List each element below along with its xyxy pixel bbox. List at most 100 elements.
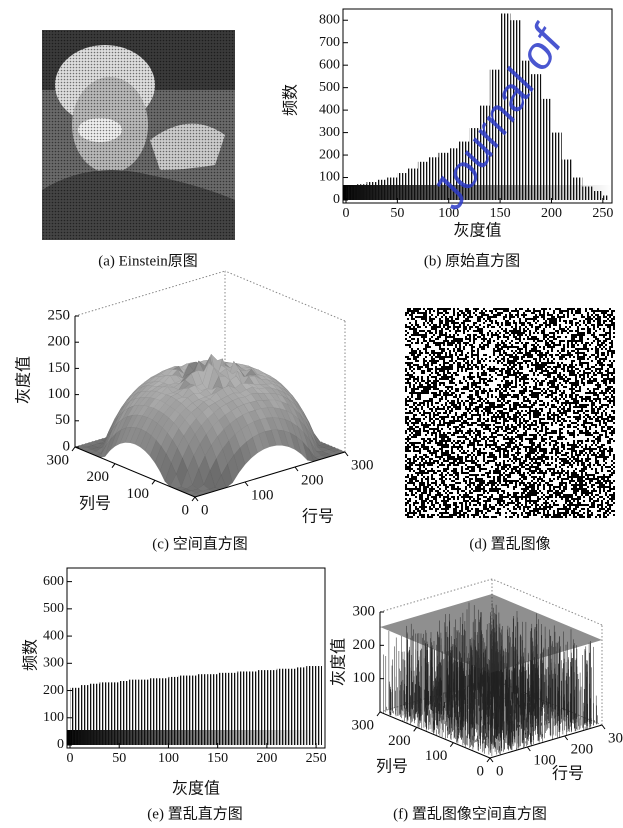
x-tick-label: 0 xyxy=(343,206,350,221)
y-tick-label: 300 xyxy=(43,656,64,671)
row-axis-label: 行号 xyxy=(552,765,584,783)
row-tick xyxy=(564,735,569,741)
plot-frame xyxy=(342,8,613,204)
caption: (e) 置乱直方图 xyxy=(147,805,242,822)
row-tick-label: 300 xyxy=(608,730,623,746)
y-tick-label: 0 xyxy=(333,192,340,207)
y-tick-label: 700 xyxy=(319,35,340,50)
y-tick-label: 800 xyxy=(319,12,340,27)
bar xyxy=(448,148,460,200)
z-axis-label: 灰度值 xyxy=(330,638,348,686)
grid-edge xyxy=(491,578,603,626)
z-tick-label: 200 xyxy=(48,334,71,350)
bar xyxy=(366,182,377,200)
bar xyxy=(520,60,531,200)
row-tick xyxy=(294,466,299,472)
y-tick-label: 500 xyxy=(319,80,340,95)
axis-line xyxy=(489,724,603,759)
row-tick xyxy=(526,746,531,752)
z-tick-label: 100 xyxy=(48,386,71,402)
row-tick xyxy=(344,451,349,457)
bar xyxy=(459,141,470,200)
bar xyxy=(510,20,521,201)
bar xyxy=(592,191,603,200)
y-tick-label: 600 xyxy=(43,574,64,589)
col-tick xyxy=(376,711,381,717)
x-axis-label: 灰度值 xyxy=(172,780,220,798)
bar xyxy=(119,681,130,745)
bar xyxy=(99,682,110,745)
y-tick-label: 100 xyxy=(43,710,64,725)
einstein-image xyxy=(42,30,235,240)
row-tick xyxy=(194,496,199,502)
col-tick xyxy=(486,757,491,763)
bar xyxy=(602,195,609,200)
row-tick-label: 300 xyxy=(351,457,374,473)
y-axis-label: 频数 xyxy=(22,639,40,671)
bar xyxy=(376,179,388,200)
row-tick xyxy=(489,757,494,763)
y-tick-label: 600 xyxy=(319,57,340,72)
bar xyxy=(237,671,248,745)
row-tick-label: 200 xyxy=(571,741,594,757)
bar xyxy=(158,678,169,745)
bar xyxy=(530,74,542,200)
bar xyxy=(296,667,307,745)
bar xyxy=(148,678,159,745)
bar xyxy=(306,666,317,745)
y-tick-label: 200 xyxy=(319,147,340,162)
bar xyxy=(129,679,139,745)
bar xyxy=(387,177,398,200)
col-tick xyxy=(191,496,196,502)
bar xyxy=(469,128,480,200)
z-tick-label: 100 xyxy=(353,670,376,686)
caption: (d) 置乱图像 xyxy=(469,535,550,552)
z-tick-label: 0 xyxy=(63,438,71,454)
col-tick-label: 200 xyxy=(388,733,411,749)
bar xyxy=(217,672,228,745)
x-tick-label: 100 xyxy=(438,206,459,221)
grid-edge xyxy=(224,270,346,322)
bar xyxy=(551,132,562,200)
row-tick-label: 100 xyxy=(251,487,274,503)
col-tick-label: 300 xyxy=(352,717,375,733)
x-tick-label: 150 xyxy=(207,751,228,766)
bar xyxy=(266,670,277,745)
bar xyxy=(428,157,439,200)
y-tick-label: 400 xyxy=(319,102,340,117)
col-tick-label: 200 xyxy=(87,469,110,485)
caption: (b) 原始直方图 xyxy=(424,252,520,269)
col-tick-label: 300 xyxy=(47,452,70,468)
bar xyxy=(138,679,149,745)
x-tick-label: 50 xyxy=(390,206,404,221)
caption: (f) 置乱图像空间直方图 xyxy=(393,805,547,822)
row-tick-label: 200 xyxy=(301,472,324,488)
col-tick xyxy=(449,742,454,747)
y-axis-label: 频数 xyxy=(282,84,300,116)
caption: (c) 空间直方图 xyxy=(152,535,247,552)
row-tick xyxy=(244,481,249,487)
z-tick-label: 50 xyxy=(55,412,70,428)
bar xyxy=(489,69,501,200)
caption: (a) Einstein原图 xyxy=(98,252,198,269)
bar xyxy=(582,186,593,200)
row-tick-label: 0 xyxy=(496,763,504,779)
col-axis-label: 列号 xyxy=(79,495,111,513)
row-tick-label: 100 xyxy=(533,752,556,768)
bar xyxy=(168,676,179,745)
bar xyxy=(257,670,267,745)
y-tick-label: 400 xyxy=(43,628,64,643)
col-tick xyxy=(71,446,76,452)
col-axis-label: 列号 xyxy=(376,758,408,776)
z-tick-label: 200 xyxy=(353,637,376,653)
x-tick-label: 100 xyxy=(158,751,179,766)
x-tick-label: 50 xyxy=(112,751,126,766)
bar xyxy=(227,672,238,745)
row-tick xyxy=(601,724,606,730)
col-tick xyxy=(151,480,156,485)
bar xyxy=(197,674,208,745)
z-tick-label: 150 xyxy=(48,360,71,376)
axis-line xyxy=(74,446,196,498)
grid-edge xyxy=(74,270,226,317)
